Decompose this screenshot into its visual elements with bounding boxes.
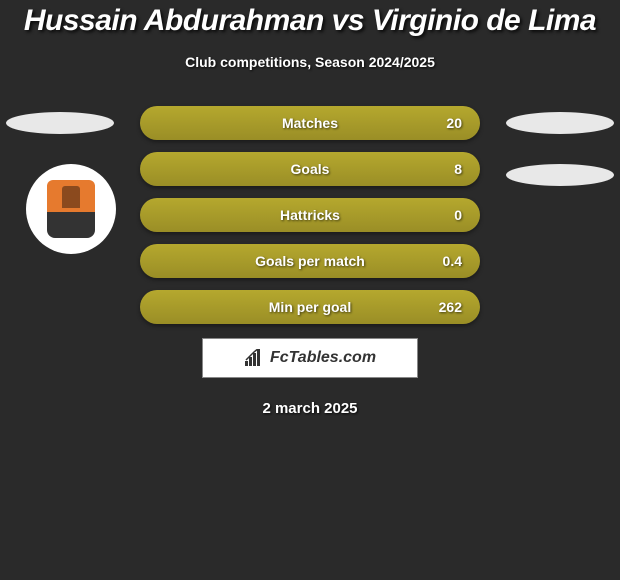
stat-row: Goals 8	[140, 152, 480, 186]
stat-label: Goals	[291, 161, 330, 177]
stat-value: 0.4	[443, 253, 462, 269]
shield-icon	[47, 180, 95, 238]
chart-icon	[244, 349, 264, 367]
stat-label: Hattricks	[280, 207, 340, 223]
stat-value: 262	[439, 299, 462, 315]
decorative-ellipse	[6, 112, 114, 134]
brand-badge: FcTables.com	[202, 338, 418, 378]
stat-row: Hattricks 0	[140, 198, 480, 232]
page-title: Hussain Abdurahman vs Virginio de Lima	[0, 4, 620, 38]
content-area: Matches 20 Goals 8 Hattricks 0 Goals per…	[0, 106, 620, 417]
stat-row: Goals per match 0.4	[140, 244, 480, 278]
decorative-ellipse	[506, 112, 614, 134]
stat-label: Min per goal	[269, 299, 351, 315]
date-text: 2 march 2025	[0, 400, 620, 417]
stat-label: Matches	[282, 115, 338, 131]
subtitle: Club competitions, Season 2024/2025	[0, 54, 620, 70]
stat-value: 0	[454, 207, 462, 223]
stats-list: Matches 20 Goals 8 Hattricks 0 Goals per…	[140, 106, 480, 324]
stat-row: Min per goal 262	[140, 290, 480, 324]
decorative-ellipse	[506, 164, 614, 186]
brand-text: FcTables.com	[270, 349, 376, 367]
stat-value: 20	[446, 115, 462, 131]
infographic-container: Hussain Abdurahman vs Virginio de Lima C…	[0, 0, 620, 417]
club-logo	[26, 164, 116, 254]
stat-row: Matches 20	[140, 106, 480, 140]
stat-value: 8	[454, 161, 462, 177]
stat-label: Goals per match	[255, 253, 365, 269]
